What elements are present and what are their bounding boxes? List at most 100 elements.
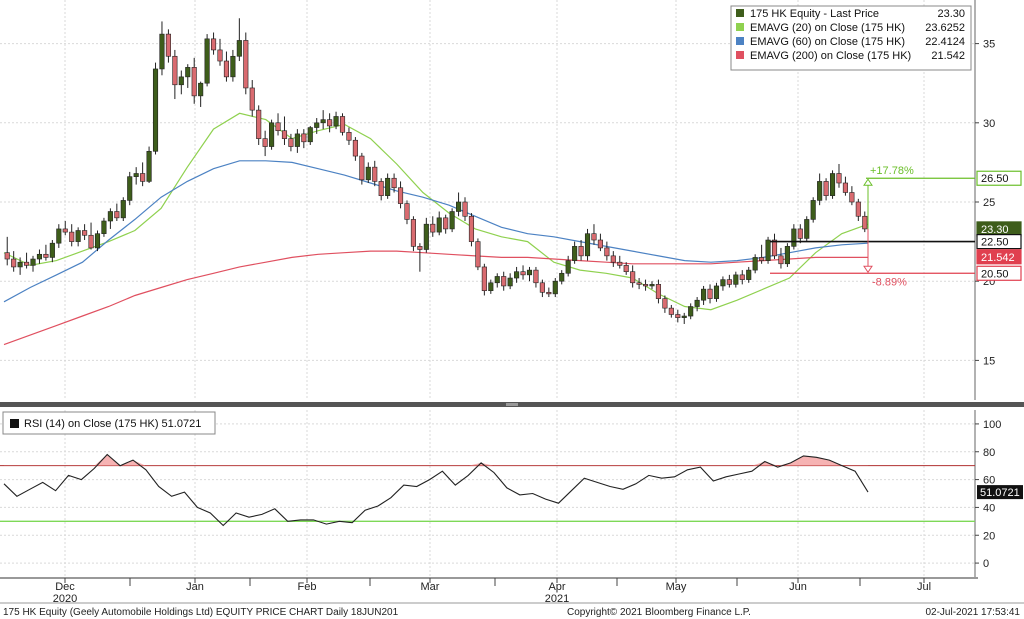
candle-body [752,257,758,271]
candle [4,236,10,266]
price-tag: 23.30 [976,221,1022,237]
candle [443,214,449,234]
candle-body [713,285,720,299]
candle-body [172,55,178,86]
candle [720,276,726,291]
legend-label: 175 HK Equity - Last Price [750,8,879,20]
candle-body [688,306,694,317]
candle [713,282,720,302]
legend: 175 HK Equity - Last Price 23.30 EMAVG (20… [730,5,972,71]
candle [584,228,591,261]
candle [552,278,558,298]
candle-body [165,33,171,57]
candle-body [410,219,416,247]
price-tag-box [976,234,1022,250]
rsi-line [3,453,869,527]
candle [855,198,861,222]
ema-line-3 [3,250,868,346]
candle [746,266,752,283]
candle [94,230,101,252]
candle-body [275,122,281,132]
candle [752,254,758,274]
x-month-label: Jul [917,581,931,593]
candle-body [230,55,236,78]
candle-body [778,255,784,265]
candle-body [584,233,591,257]
candle-body [533,269,539,284]
candle [82,224,88,241]
candle [301,129,307,149]
candle [249,80,255,117]
candle-body [69,231,75,242]
moving-average-lines [3,112,869,346]
candle [630,265,636,288]
candle [430,216,436,237]
candle-body [501,276,507,287]
candle-body [720,279,726,287]
candle [43,244,49,261]
candle-body [385,177,391,196]
candle-body [262,138,268,147]
target-lines [770,177,975,274]
y-tick-label: 15 [983,355,995,367]
candle-body [372,166,378,182]
up-arrow-head [863,178,873,186]
candle-body [404,203,410,220]
candle [514,266,520,283]
candle-body [30,258,36,266]
x-month-label: Jan [186,581,204,593]
candle-body [636,282,642,285]
candle-body [526,269,533,276]
x-axis: Dec Jan Feb Mar Apr May Jun Jul 2020 2021 [53,578,931,605]
candle [152,62,159,155]
candle [604,241,610,261]
candle-body [462,201,468,217]
candle-body [623,265,629,272]
candle-body [120,200,126,219]
candle [230,49,236,82]
candle [365,162,371,183]
rsi-last-label: 51.0721 [980,487,1020,499]
candle-body [604,247,610,257]
price-tag-label: 26.50 [981,173,1009,185]
downside-pct-label: -8.89% [872,276,907,288]
candle [339,113,346,136]
candle [797,224,803,244]
candle-body [591,233,597,241]
candle [707,284,713,304]
candle [494,273,500,288]
candle-body [301,133,307,143]
candle [501,271,507,291]
x-year-label: 2021 [545,593,569,605]
candle [281,116,288,145]
candle-body [43,253,49,258]
candle [236,18,242,62]
candle [378,178,384,201]
candle-body [804,219,810,239]
candle [404,200,410,225]
candle [159,21,165,76]
candle [127,171,133,206]
candle [449,208,455,233]
legend-swatch [736,51,744,59]
candle-body [314,122,320,128]
candle-body [236,40,242,57]
candle-body [198,82,204,97]
candle [862,211,868,233]
upside-pct-label: +17.78% [870,165,914,177]
candle-body [75,230,81,242]
candle-body [436,217,442,233]
candle [636,278,642,290]
candle [817,173,823,206]
candle [591,224,597,245]
candle-body [17,261,23,268]
candle-body [578,246,584,257]
candle [107,208,113,229]
candle-body [630,271,636,284]
candle [146,146,152,183]
y-tick-label: 30 [983,118,995,130]
candle-body [210,38,217,51]
candle [314,118,320,134]
candle-body [36,253,43,260]
candle [56,224,62,248]
